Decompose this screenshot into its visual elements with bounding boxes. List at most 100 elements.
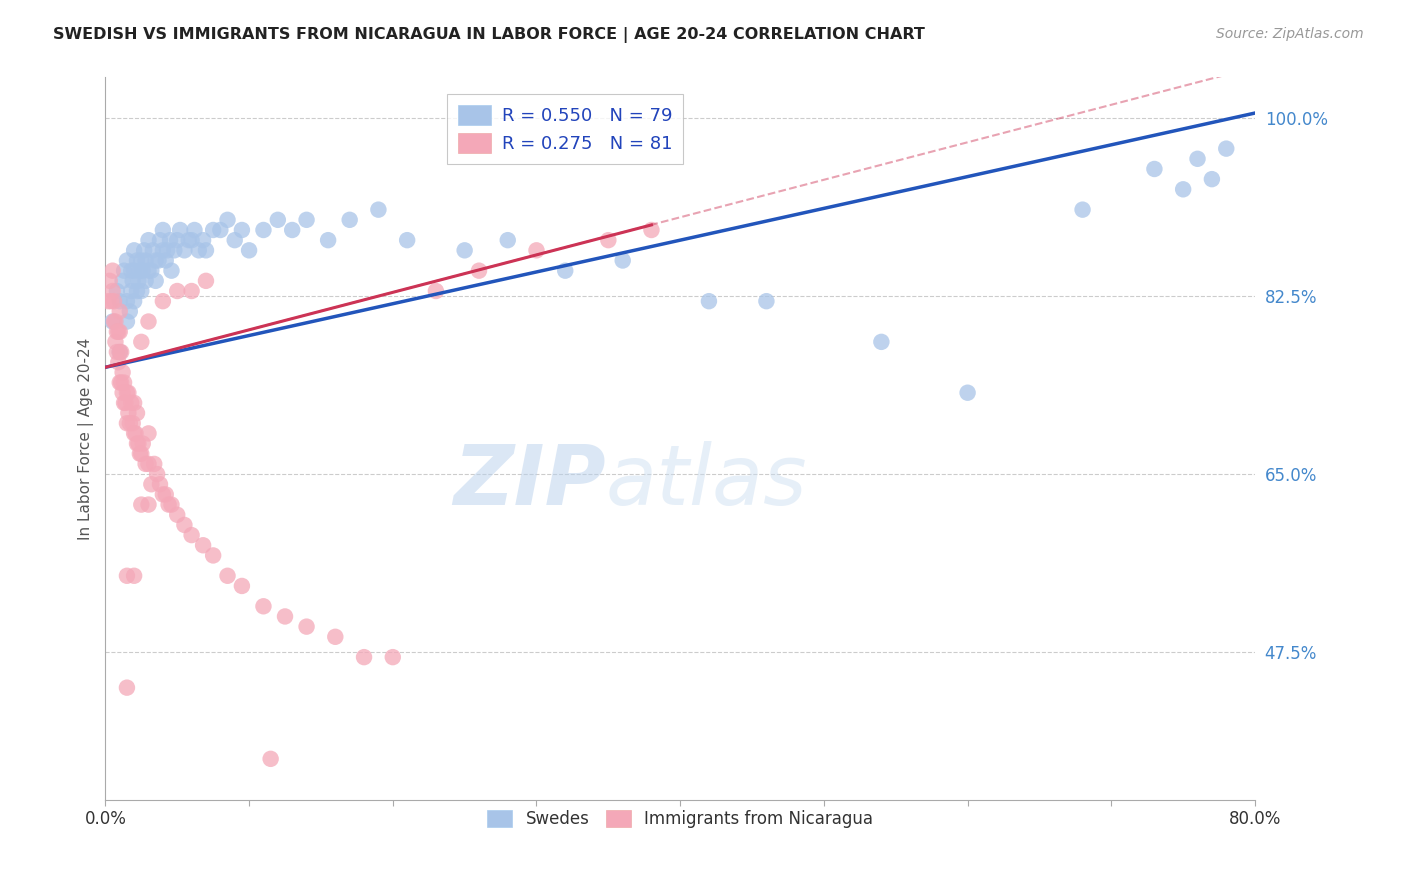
- Point: [396, 233, 419, 247]
- Point: [316, 233, 339, 247]
- Point: [353, 650, 375, 665]
- Point: [131, 498, 153, 512]
- Point: [122, 396, 145, 410]
- Point: [956, 385, 979, 400]
- Point: [135, 457, 157, 471]
- Point: [169, 223, 191, 237]
- Point: [98, 274, 121, 288]
- Point: [108, 304, 131, 318]
- Point: [110, 376, 132, 390]
- Point: [127, 436, 149, 450]
- Point: [173, 244, 195, 258]
- Point: [598, 233, 620, 247]
- Point: [267, 212, 290, 227]
- Point: [252, 599, 274, 614]
- Legend: Swedes, Immigrants from Nicaragua: Swedes, Immigrants from Nicaragua: [481, 803, 880, 835]
- Point: [339, 212, 361, 227]
- Point: [105, 284, 128, 298]
- Point: [118, 416, 141, 430]
- Point: [194, 244, 217, 258]
- Point: [101, 263, 124, 277]
- Point: [453, 244, 475, 258]
- Point: [120, 284, 142, 298]
- Text: SWEDISH VS IMMIGRANTS FROM NICARAGUA IN LABOR FORCE | AGE 20-24 CORRELATION CHAR: SWEDISH VS IMMIGRANTS FROM NICARAGUA IN …: [53, 27, 925, 43]
- Point: [526, 244, 548, 258]
- Point: [128, 447, 150, 461]
- Point: [112, 376, 135, 390]
- Point: [138, 263, 160, 277]
- Point: [1215, 142, 1237, 156]
- Point: [120, 396, 142, 410]
- Point: [110, 345, 132, 359]
- Point: [187, 244, 209, 258]
- Point: [115, 416, 138, 430]
- Text: atlas: atlas: [606, 442, 807, 523]
- Point: [125, 284, 148, 298]
- Point: [108, 345, 131, 359]
- Point: [138, 498, 160, 512]
- Point: [177, 233, 200, 247]
- Point: [755, 294, 778, 309]
- Point: [295, 619, 318, 633]
- Point: [145, 253, 167, 268]
- Point: [103, 294, 125, 309]
- Point: [131, 284, 153, 298]
- Point: [152, 223, 174, 237]
- Point: [155, 253, 177, 268]
- Point: [231, 223, 253, 237]
- Point: [166, 284, 188, 298]
- Point: [103, 314, 125, 328]
- Point: [134, 244, 156, 258]
- Point: [108, 325, 131, 339]
- Point: [138, 233, 160, 247]
- Point: [112, 263, 135, 277]
- Point: [217, 568, 239, 582]
- Point: [101, 284, 124, 298]
- Point: [217, 212, 239, 227]
- Point: [180, 284, 202, 298]
- Point: [121, 416, 143, 430]
- Point: [124, 426, 146, 441]
- Point: [231, 579, 253, 593]
- Point: [155, 487, 177, 501]
- Point: [191, 538, 214, 552]
- Point: [697, 294, 720, 309]
- Point: [1187, 152, 1209, 166]
- Point: [115, 681, 138, 695]
- Point: [131, 253, 153, 268]
- Point: [141, 477, 163, 491]
- Point: [104, 314, 127, 328]
- Point: [125, 406, 148, 420]
- Point: [100, 294, 122, 309]
- Point: [156, 244, 179, 258]
- Point: [138, 457, 160, 471]
- Point: [149, 233, 172, 247]
- Point: [122, 568, 145, 582]
- Point: [252, 223, 274, 237]
- Point: [105, 345, 128, 359]
- Point: [138, 314, 160, 328]
- Point: [143, 457, 166, 471]
- Point: [121, 274, 143, 288]
- Point: [194, 274, 217, 288]
- Point: [132, 263, 155, 277]
- Point: [160, 263, 183, 277]
- Point: [468, 263, 491, 277]
- Point: [166, 233, 188, 247]
- Point: [104, 334, 127, 349]
- Point: [115, 294, 138, 309]
- Point: [132, 436, 155, 450]
- Point: [496, 233, 519, 247]
- Point: [159, 233, 181, 247]
- Point: [145, 274, 167, 288]
- Point: [111, 365, 134, 379]
- Point: [122, 244, 145, 258]
- Text: ZIP: ZIP: [453, 442, 606, 523]
- Point: [640, 223, 662, 237]
- Point: [157, 498, 180, 512]
- Point: [122, 294, 145, 309]
- Point: [108, 376, 131, 390]
- Point: [183, 223, 205, 237]
- Point: [381, 650, 404, 665]
- Point: [115, 385, 138, 400]
